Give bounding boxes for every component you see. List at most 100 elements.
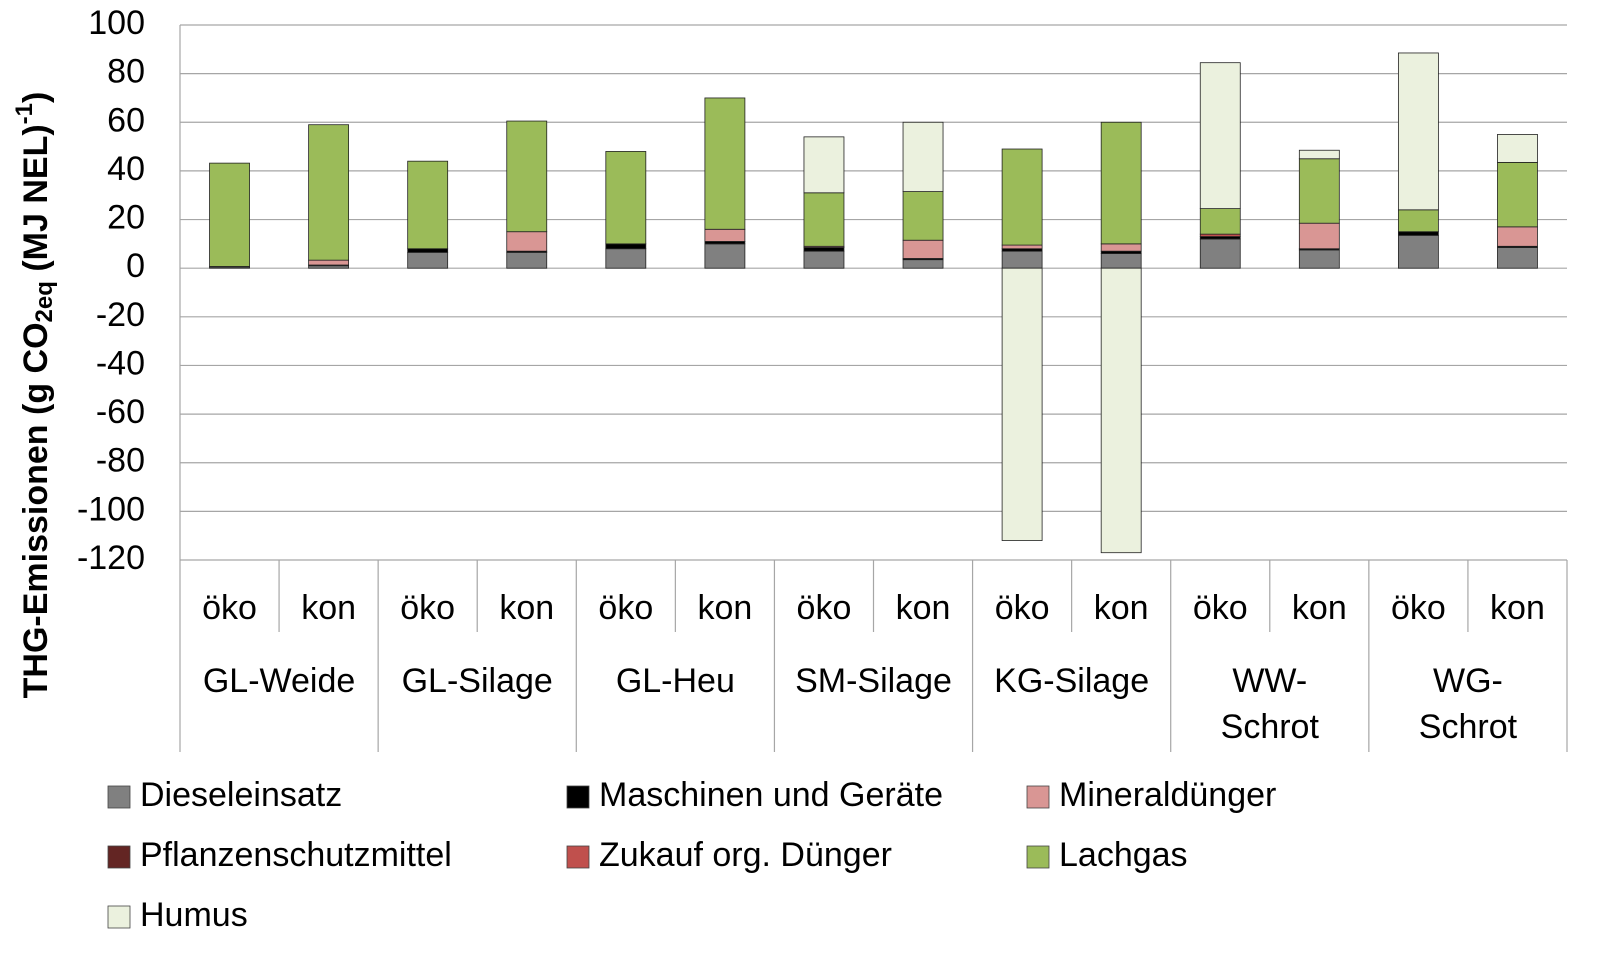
bar-segment <box>903 240 943 258</box>
x-tick-label: kon <box>301 589 356 627</box>
legend-label: Pflanzenschutzmittel <box>140 836 452 874</box>
bar-segment <box>1497 162 1537 226</box>
bar-segment <box>903 122 943 191</box>
y-tick-label: -80 <box>96 442 145 480</box>
bar-segment <box>705 98 745 229</box>
bar-segment <box>507 252 547 268</box>
x-tick-label: kon <box>499 589 554 627</box>
x-tick-label: öko <box>400 589 455 627</box>
bar-segment <box>705 244 745 268</box>
x-tick-label: kon <box>697 589 752 627</box>
legend-label: Maschinen und Geräte <box>599 776 943 814</box>
bar-segment <box>408 252 448 268</box>
legend-label: Mineraldünger <box>1059 776 1276 814</box>
legend-label: Lachgas <box>1059 836 1188 874</box>
bar-segment <box>804 193 844 247</box>
bar-segment <box>507 121 547 232</box>
bar-segment <box>1200 63 1240 209</box>
y-tick-label: 40 <box>107 150 145 188</box>
y-tick-label: -60 <box>96 393 145 431</box>
y-axis-label: THG-Emissionen (g CO2eq (MJ NEL)-1) <box>11 92 58 699</box>
bar-segment <box>1002 245 1042 249</box>
bar-segment <box>1497 227 1537 246</box>
y-tick-label: 20 <box>107 199 145 237</box>
bar-segment <box>1497 248 1537 269</box>
group-label: WG- <box>1433 662 1503 700</box>
bar-segment <box>1101 268 1141 553</box>
y-label-sub: 2eq <box>31 281 58 322</box>
group-label: SM-Silage <box>795 662 952 700</box>
x-tick-label: öko <box>995 589 1050 627</box>
x-tick-label: kon <box>1094 589 1149 627</box>
bar-segment <box>1299 250 1339 268</box>
y-tick-label: 0 <box>126 247 145 285</box>
bar-segment <box>1101 122 1141 244</box>
legend-swatch <box>1027 846 1049 868</box>
bar-segment <box>606 151 646 243</box>
bar-segment <box>606 244 646 249</box>
bar-segment <box>210 163 250 266</box>
group-label: Schrot <box>1221 708 1320 746</box>
bar-segment <box>606 249 646 268</box>
group-label: GL-Silage <box>402 662 553 700</box>
y-label-sup: -1 <box>11 103 38 124</box>
bar-segment <box>309 125 349 260</box>
bar-segment <box>1299 223 1339 249</box>
legend-swatch <box>108 846 130 868</box>
x-tick-label: öko <box>1193 589 1248 627</box>
group-label: GL-Heu <box>616 662 735 700</box>
bar-segment <box>1101 254 1141 269</box>
y-tick-label: 100 <box>88 4 145 42</box>
legend-label: Dieseleinsatz <box>140 776 342 814</box>
y-tick-label: -40 <box>96 344 145 382</box>
bar-segment <box>1002 149 1042 245</box>
bar-segment <box>408 161 448 249</box>
bar-segment <box>1200 209 1240 235</box>
bar-segment <box>804 251 844 268</box>
legend-swatch <box>108 786 130 808</box>
group-label: GL-Weide <box>203 662 355 700</box>
bar-segment <box>1200 239 1240 268</box>
legend-swatch <box>1027 786 1049 808</box>
y-tick-label: 60 <box>107 101 145 139</box>
x-tick-label: öko <box>797 589 852 627</box>
y-label-part: ) <box>17 92 55 103</box>
bar-segment <box>1299 159 1339 223</box>
bar-segment <box>1398 235 1438 268</box>
legend-swatch <box>567 846 589 868</box>
legend-swatch <box>108 906 130 928</box>
bar-segment <box>804 248 844 252</box>
y-label-part: (MJ NEL) <box>17 124 55 281</box>
bar-segment <box>804 137 844 193</box>
x-tick-label: kon <box>896 589 951 627</box>
legend-swatch <box>567 786 589 808</box>
x-tick-label: kon <box>1292 589 1347 627</box>
x-tick-label: öko <box>1391 589 1446 627</box>
group-label: KG-Silage <box>994 662 1149 700</box>
x-tick-label: öko <box>202 589 257 627</box>
group-label: WW- <box>1232 662 1307 700</box>
bar-segment <box>1398 53 1438 210</box>
bar-segment <box>903 192 943 241</box>
bar-segment <box>903 260 943 269</box>
x-tick-label: öko <box>598 589 653 627</box>
y-tick-label: -20 <box>96 296 145 334</box>
bar-segment <box>408 249 448 253</box>
bar-segment <box>1002 251 1042 268</box>
bar-segment <box>1398 232 1438 236</box>
x-tick-label: kon <box>1490 589 1545 627</box>
group-label: Schrot <box>1419 708 1518 746</box>
y-label-part: THG-Emissionen (g CO <box>17 322 55 698</box>
legend-label: Zukauf org. Dünger <box>599 836 892 874</box>
bar-segment <box>1002 268 1042 540</box>
y-tick-label: -100 <box>77 490 145 528</box>
bar-segment <box>1398 210 1438 232</box>
bar-segment <box>309 260 349 265</box>
bar-segment <box>1497 134 1537 162</box>
bar-segment <box>705 229 745 241</box>
bar-segment <box>1299 150 1339 159</box>
bar-segment <box>507 232 547 251</box>
y-tick-label: 80 <box>107 53 145 91</box>
